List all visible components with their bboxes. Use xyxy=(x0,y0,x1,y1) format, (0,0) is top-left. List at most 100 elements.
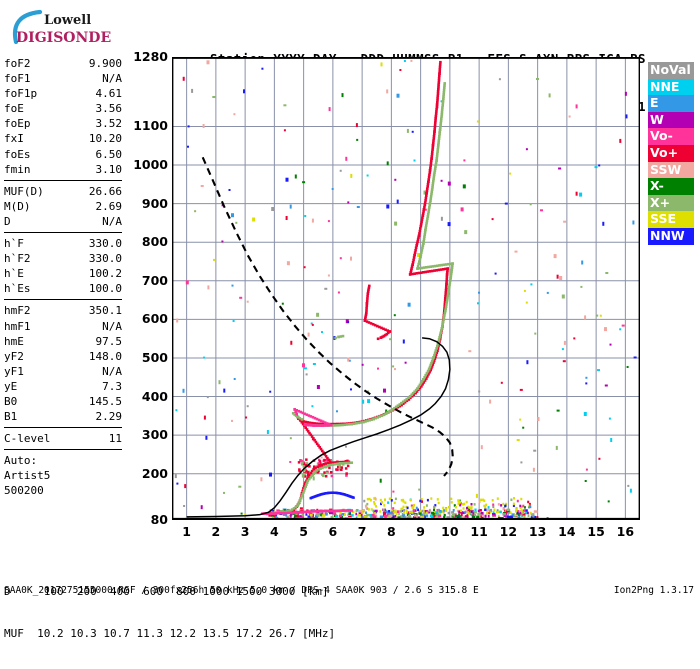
baseline-echo xyxy=(391,510,393,514)
trace-point xyxy=(438,70,441,73)
noise-echo xyxy=(246,300,249,303)
baseline-echo xyxy=(466,506,468,510)
trace-point xyxy=(331,422,335,426)
noise-echo xyxy=(627,484,630,487)
legend-item-vo-[interactable]: Vo- xyxy=(648,128,694,145)
baseline-echo xyxy=(343,513,346,516)
trace-point xyxy=(427,373,430,376)
trace-point xyxy=(425,194,428,197)
y-tick-label-1000: 1000 xyxy=(133,157,168,173)
trace-point xyxy=(431,181,435,185)
trace-point xyxy=(429,194,433,198)
param-divider xyxy=(4,299,122,301)
noise-echo xyxy=(520,461,523,464)
trace-point xyxy=(419,271,423,274)
baseline-echo xyxy=(453,516,458,519)
baseline-echo xyxy=(329,511,333,515)
baseline-echo xyxy=(316,514,320,517)
trace-point xyxy=(325,464,328,468)
trace-point xyxy=(444,305,448,308)
es-echo xyxy=(302,465,306,468)
trace-point xyxy=(440,329,443,332)
trace-point xyxy=(433,269,436,272)
noise-echo xyxy=(536,78,539,80)
trace-point xyxy=(424,373,427,377)
legend-item-w[interactable]: W xyxy=(648,111,694,129)
trace-point xyxy=(325,424,329,427)
legend-item-vo-[interactable]: Vo+ xyxy=(648,144,694,162)
trace-point xyxy=(371,323,375,326)
trace-point xyxy=(436,349,439,353)
trace-point xyxy=(323,465,326,469)
trace-point xyxy=(425,266,428,269)
legend-item-sse[interactable]: SSE xyxy=(648,211,694,228)
baseline-echo xyxy=(417,516,420,519)
baseline-echo xyxy=(394,497,397,501)
baseline-echo xyxy=(401,507,404,510)
baseline-echo xyxy=(524,509,528,512)
noise-echo xyxy=(575,104,578,109)
trace-point xyxy=(444,309,447,313)
legend-item-x-[interactable]: X+ xyxy=(648,194,694,212)
trace-point xyxy=(443,86,446,90)
trace-point xyxy=(323,424,326,427)
trace-point xyxy=(450,268,454,272)
trace-point xyxy=(419,222,423,226)
trace-point xyxy=(365,306,368,310)
es-echo xyxy=(337,465,340,469)
noise-echo xyxy=(350,256,352,261)
trace-point xyxy=(338,423,342,427)
trace-point xyxy=(421,212,425,215)
trace-point xyxy=(318,446,321,449)
auto-scaler-version: 500200 xyxy=(4,484,44,498)
trace-point xyxy=(386,329,389,332)
legend-item-e[interactable]: E xyxy=(648,95,694,112)
trace-point xyxy=(422,210,425,213)
baseline-echo xyxy=(472,512,475,515)
baseline-echo xyxy=(424,515,426,518)
trace-point xyxy=(302,485,306,488)
trace-point xyxy=(348,461,351,465)
trace-point xyxy=(440,112,444,116)
trace-point xyxy=(436,347,440,350)
trace-point xyxy=(440,117,443,120)
trace-point xyxy=(432,356,435,359)
legend-item-noval[interactable]: NoVal xyxy=(648,62,694,79)
trace-point xyxy=(439,331,442,335)
param-key: foE xyxy=(4,102,24,116)
noise-echo xyxy=(596,314,599,317)
ionogram-page: Lowell DIGISONDE Station YYYY DAY DDD HH… xyxy=(4,6,694,640)
noise-echo xyxy=(417,253,421,257)
trace-point xyxy=(434,119,437,122)
param-group-profile: hmF2 350.1 hmF1 N/A hmE 97.5 yF2 148.0 y… xyxy=(4,303,122,424)
trace-point xyxy=(422,242,425,245)
trace-point xyxy=(419,253,423,257)
x-tick-label-10: 10 xyxy=(441,524,459,539)
trace-point xyxy=(414,249,417,252)
noise-echo xyxy=(579,192,583,197)
baseline-echo xyxy=(293,515,297,518)
legend-item-nnw[interactable]: NNW xyxy=(648,227,694,245)
trace-point xyxy=(437,137,441,140)
trace-point xyxy=(411,272,414,276)
legend-item-ssw[interactable]: SSW xyxy=(648,161,694,179)
baseline-echo xyxy=(363,499,366,503)
noise-echo xyxy=(207,285,210,290)
noise-echo xyxy=(311,323,314,326)
trace-point xyxy=(384,328,387,331)
noise-echo xyxy=(307,332,310,337)
param-row-b1: B1 2.29 xyxy=(4,409,122,424)
trace-point xyxy=(308,423,311,427)
param-value: 3.52 xyxy=(95,117,123,131)
param-row-b0: B0 145.5 xyxy=(4,394,122,409)
noise-echo xyxy=(294,174,297,179)
lowell-digisonde-logo: Lowell DIGISONDE xyxy=(8,6,123,48)
legend-item-x-[interactable]: X- xyxy=(648,178,694,195)
legend-item-nne[interactable]: NNE xyxy=(648,78,694,96)
trace-point xyxy=(438,264,441,267)
baseline-echo xyxy=(478,500,481,503)
noise-echo xyxy=(187,145,189,148)
trace-point xyxy=(322,462,326,466)
trace-point xyxy=(436,98,439,102)
trace-point xyxy=(446,271,449,274)
